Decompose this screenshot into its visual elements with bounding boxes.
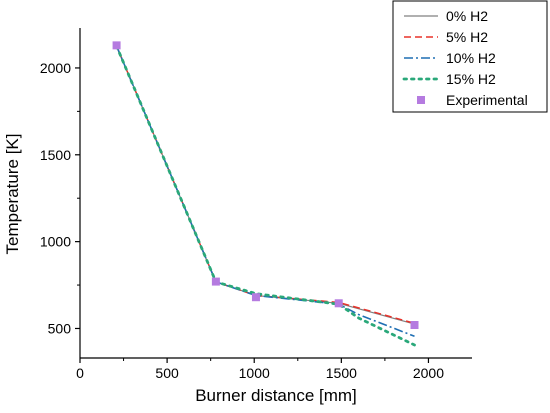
legend-label-3: 15% H2	[446, 71, 496, 87]
experimental-point-3	[334, 299, 343, 308]
experimental-point-2	[251, 293, 260, 302]
x-axis-title: Burner distance [mm]	[195, 386, 357, 405]
x-tick-label-2: 1000	[239, 365, 270, 381]
experimental-point-1	[211, 277, 220, 286]
legend-label-0: 0% H2	[446, 8, 488, 24]
series-layer	[112, 41, 419, 347]
series-line-5-h2	[115, 45, 415, 325]
y-tick-label-2: 1500	[40, 147, 71, 163]
series-line-0-h2	[116, 45, 415, 325]
legend-label-1: 5% H2	[446, 29, 488, 45]
y-tick-label-0: 500	[48, 320, 72, 336]
x-tick-label-4: 2000	[413, 365, 444, 381]
y-tick-label-3: 2000	[40, 60, 71, 76]
axes-layer: 0 500 1000 1500 2000 500 1000 1500 2000	[40, 28, 472, 381]
x-tick-label-3: 1500	[326, 365, 357, 381]
legend-frame	[392, 0, 548, 113]
legend-label-2: 10% H2	[446, 50, 496, 66]
x-tick-label-1: 500	[155, 365, 179, 381]
legend-label-4: Experimental	[446, 92, 528, 108]
series-line-10-h2	[115, 45, 415, 338]
experimental-point-0	[112, 41, 121, 50]
experimental-point-4	[410, 321, 419, 329]
y-tick-label-1: 1000	[40, 234, 71, 250]
legend: 0% H2 5% H2 10% H2 15% H2 Experimental	[392, 0, 548, 113]
x-tick-label-0: 0	[76, 365, 84, 381]
y-axis-title: Temperature [K]	[3, 134, 22, 255]
legend-swatch-4	[417, 96, 425, 104]
series-line-15-h2	[115, 44, 416, 347]
